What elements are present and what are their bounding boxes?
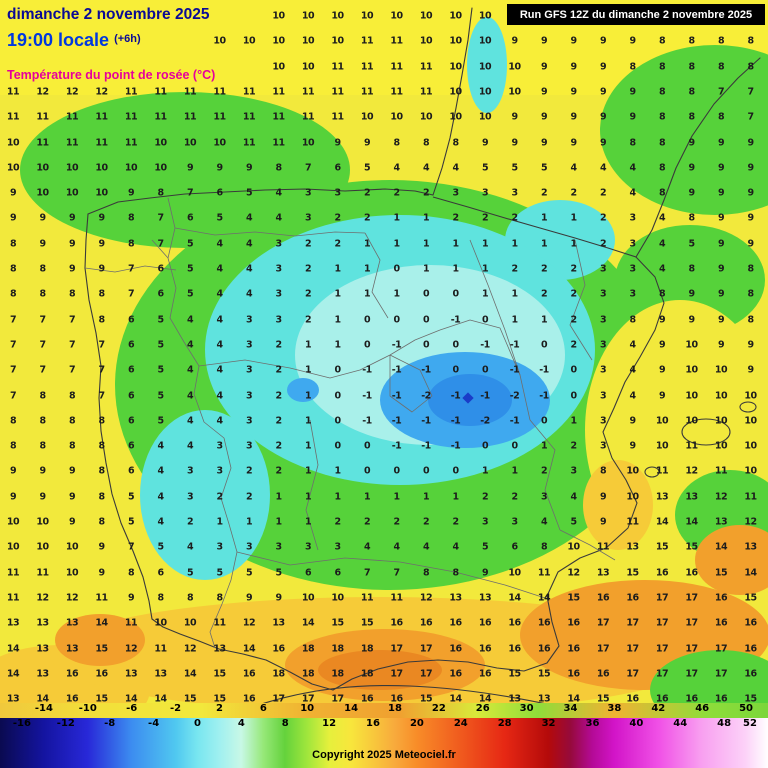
- legend-value: 6: [259, 703, 267, 714]
- legend-value: 50: [739, 703, 754, 714]
- border-valencia: [529, 419, 561, 531]
- legend-value: 30: [519, 703, 534, 714]
- legend-value: 24: [453, 718, 468, 729]
- border-galicia-south: [84, 265, 177, 273]
- legend-value: 16: [366, 718, 380, 729]
- model-run-label: Run GFS 12Z du dimanche 2 novembre 2025: [519, 8, 753, 21]
- region-cyan-north-strip: [467, 17, 507, 113]
- legend-value: 38: [607, 703, 622, 714]
- legend-value: -12: [56, 718, 75, 729]
- border-madrid: [389, 354, 433, 413]
- legend-value: 4: [237, 718, 245, 729]
- region-orange-east-coast: [695, 525, 768, 595]
- border-navarra: [364, 232, 389, 319]
- legend-value: -2: [169, 703, 182, 714]
- border-pyrenees: [432, 196, 637, 258]
- legend-value: -4: [148, 718, 160, 729]
- copyright-text: Copyright 2025 Meteociel.fr: [312, 749, 456, 761]
- legend-value: -10: [78, 703, 97, 714]
- border-aragon: [469, 239, 531, 421]
- date-title: dimanche 2 novembre 2025: [7, 6, 210, 23]
- island-mallorca: [681, 418, 731, 446]
- island-ibiza: [644, 466, 660, 478]
- legend-value: 46: [695, 703, 710, 714]
- legend-value: -6: [126, 703, 138, 714]
- legend-value: 22: [431, 703, 446, 714]
- internal-borders: [84, 196, 637, 649]
- border-portugal-spain: [151, 239, 238, 649]
- legend-value: 26: [475, 703, 490, 714]
- legend-value: 18: [388, 703, 402, 714]
- legend-value: 20: [409, 718, 424, 729]
- legend-gradient-bar: -16 -12 -8 -4 0 4 8 12 16 20 24 28 32 36 40 44 48 52 Copy…: [0, 718, 768, 768]
- border-murcia: [559, 529, 616, 561]
- legend-value: -16: [12, 718, 31, 729]
- border-castilla-aragon: [439, 319, 521, 376]
- coast-north: [87, 188, 434, 215]
- legend-value: 34: [563, 703, 578, 714]
- forecast-offset-text: (+6h): [114, 33, 141, 45]
- model-run-banner: Run GFS 12Z du dimanche 2 novembre 2025: [507, 4, 765, 25]
- legend-value: 52: [743, 718, 757, 729]
- legend-labels-top: -14 -10 -6 -2 2 6 10 14 18 22 26 30 34 38 42 46 50: [0, 703, 768, 718]
- legend-value: 28: [497, 718, 512, 729]
- coast-france-atlantic: [432, 7, 473, 196]
- border-castilla: [198, 329, 441, 379]
- region-lightorange-valencia: [583, 460, 653, 550]
- station-marker-icon: [462, 392, 474, 404]
- legend-value: 2: [215, 703, 223, 714]
- coast-mediterranean: [332, 256, 665, 691]
- coast-africa: [256, 684, 554, 705]
- coast-france-mediterranean: [635, 57, 761, 258]
- iberia-dewpoint-map: [0, 7, 768, 705]
- region-blue-spot: [287, 378, 319, 402]
- legend-value: 36: [585, 718, 600, 729]
- region-orange-southwest: [55, 614, 145, 666]
- coast-portugal-west: [84, 213, 153, 620]
- border-cantabria: [174, 227, 366, 237]
- legend-value: 0: [194, 718, 201, 729]
- island-menorca: [739, 401, 757, 413]
- local-time-text: 19:00 locale: [7, 30, 110, 50]
- region-deeporange-south-core: [318, 650, 442, 690]
- legend-value: -14: [34, 703, 53, 714]
- local-time-title: 19:00 locale (+6h): [7, 30, 141, 51]
- legend-value: 42: [651, 703, 666, 714]
- region-green-northeast: [600, 45, 768, 215]
- legend-value: 48: [717, 718, 732, 729]
- legend-value: 10: [300, 703, 315, 714]
- coastline: [84, 7, 761, 705]
- border-andalucia: [236, 551, 546, 599]
- region-green-bottom-right: [650, 650, 768, 705]
- legend-value: 8: [281, 718, 289, 729]
- legend-value: 40: [629, 718, 644, 729]
- border-extremadura: [305, 419, 319, 551]
- variable-title: Température du point de rosée (°C): [7, 68, 216, 82]
- legend-value: -8: [104, 718, 116, 729]
- coast-south-atlantic: [151, 618, 334, 691]
- border-catalonia: [569, 239, 593, 361]
- region-cyan-portugal: [140, 410, 270, 580]
- legend-value: 12: [322, 718, 337, 729]
- legend-value: 44: [673, 718, 688, 729]
- legend-value: 32: [541, 718, 556, 729]
- legend-value: 14: [344, 703, 359, 714]
